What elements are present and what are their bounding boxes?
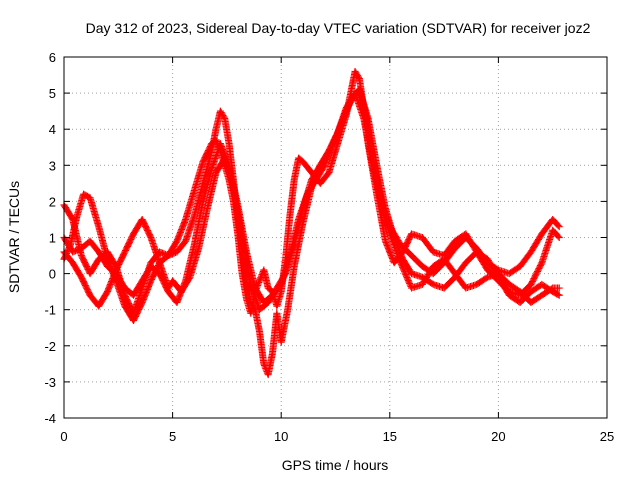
- y-tick-label: -3: [44, 375, 56, 390]
- x-tick-label: 0: [60, 429, 67, 444]
- data-point: [554, 232, 562, 240]
- x-tick-label: 20: [491, 429, 505, 444]
- axis-ticks: 0 5 10 15 20 25 -4 -3 -2 -1 0 1 2 3 4 5 6: [44, 50, 614, 444]
- y-tick-label: 2: [49, 194, 56, 209]
- x-tick-label: 15: [383, 429, 397, 444]
- y-tick-label: 5: [49, 86, 56, 101]
- x-tick-label: 25: [600, 429, 614, 444]
- y-tick-label: -4: [44, 411, 56, 426]
- data-point: [255, 278, 263, 286]
- gridlines: [64, 57, 607, 418]
- y-tick-label: -2: [44, 339, 56, 354]
- plot-frame: [63, 56, 608, 419]
- data-point: [555, 223, 563, 231]
- data-point: [537, 260, 545, 268]
- x-tick-label: 10: [274, 429, 288, 444]
- y-tick-label: -1: [44, 303, 56, 318]
- y-tick-label: 1: [49, 231, 56, 246]
- data-point: [256, 275, 264, 283]
- data-points: [60, 67, 563, 379]
- data-point: [355, 73, 363, 81]
- chart-title: Day 312 of 2023, Sidereal Day-to-day VTE…: [86, 20, 591, 36]
- y-axis-label: SDTVAR / TECUs: [6, 181, 22, 293]
- data-point: [260, 360, 268, 368]
- data-point: [220, 113, 228, 121]
- y-tick-label: 0: [49, 267, 56, 282]
- y-tick-label: 3: [49, 158, 56, 173]
- y-tick-label: 4: [49, 122, 56, 137]
- y-tick-label: 6: [49, 50, 56, 65]
- data-point: [554, 221, 562, 229]
- x-axis-label: GPS time / hours: [282, 457, 389, 473]
- data-point: [255, 277, 263, 285]
- data-point: [555, 234, 563, 241]
- x-tick-label: 5: [169, 429, 176, 444]
